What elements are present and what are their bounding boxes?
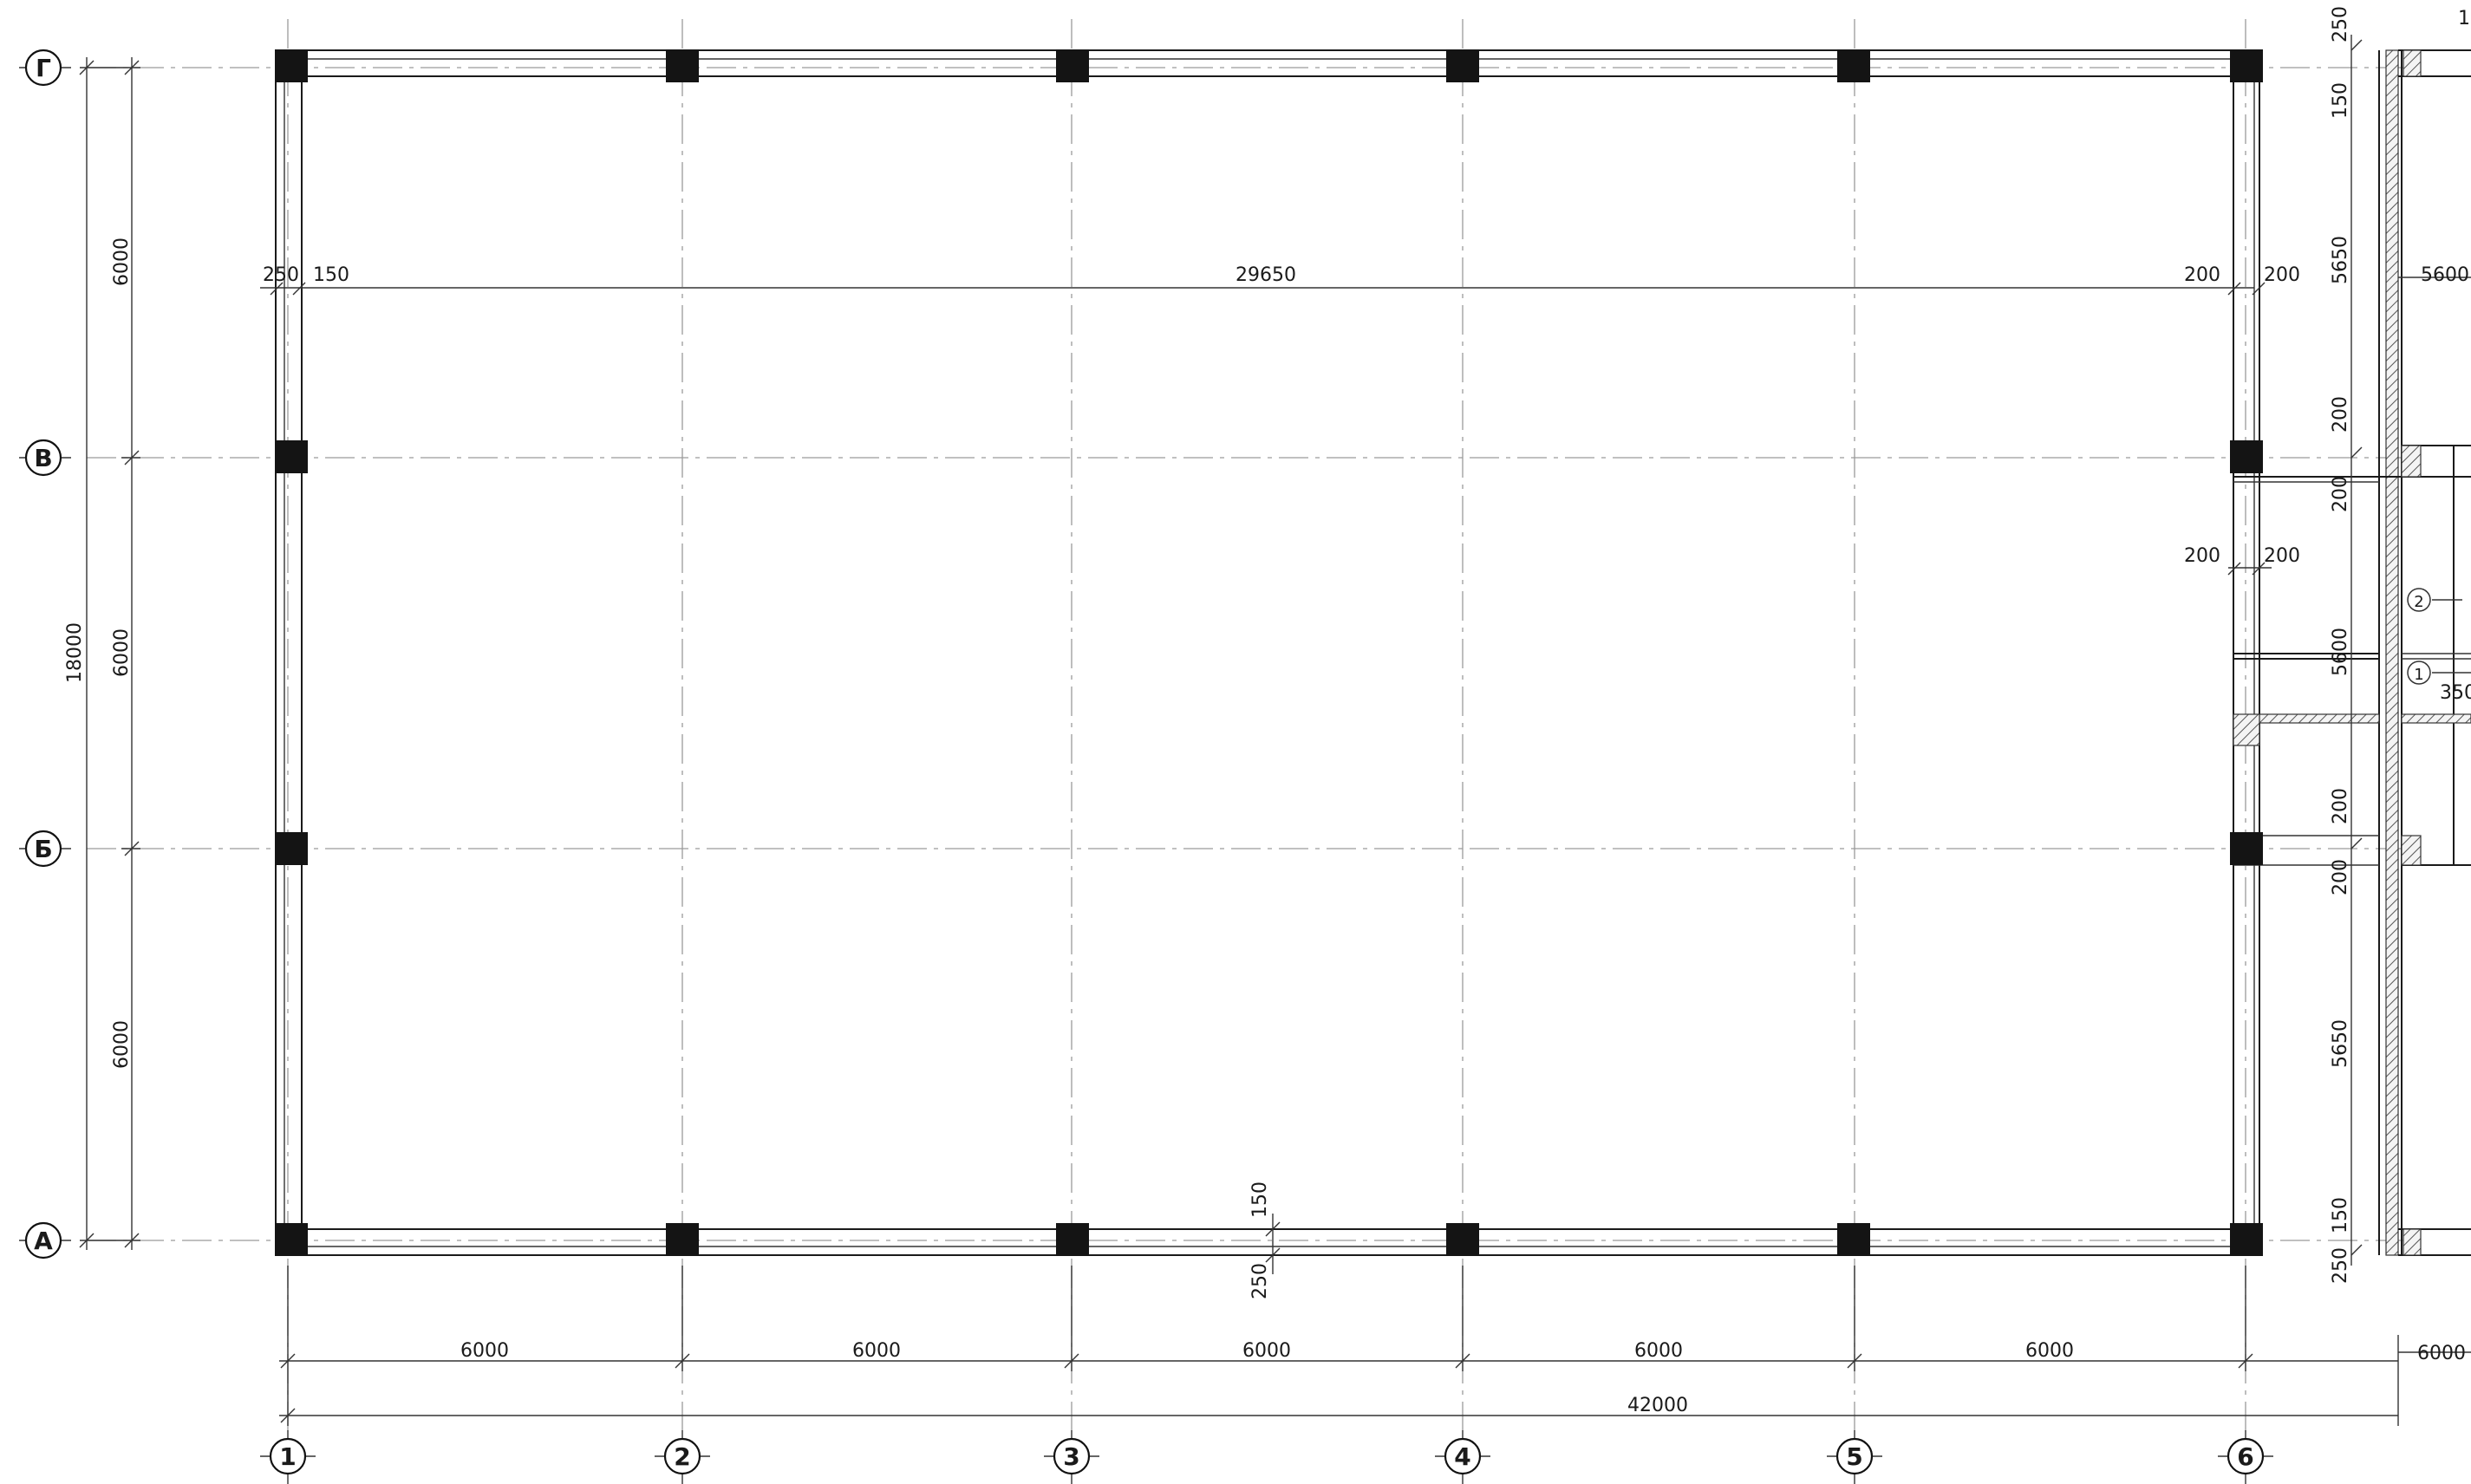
- bottom-span-1: 6000: [460, 1340, 509, 1362]
- axis-label-row-g: Г: [36, 54, 51, 82]
- columns: [275, 49, 2263, 1256]
- axis-label-row-b: Б: [34, 835, 52, 863]
- axis-label-col-1: 1: [279, 1442, 296, 1471]
- axis-label-col-3: 3: [1063, 1442, 1079, 1471]
- bottom-span-2: 6000: [852, 1340, 901, 1362]
- right-bottom-a: 150: [2330, 1197, 2351, 1233]
- inner-top-left-a: 250: [263, 264, 299, 286]
- right-bottom-b: 250: [2330, 1247, 2351, 1284]
- bottom-span-4: 6000: [1634, 1340, 1683, 1362]
- marker-1-label: 1: [2414, 666, 2423, 684]
- right-span-upper: 5650: [2330, 236, 2351, 284]
- axis-label-row-v: В: [34, 444, 52, 472]
- bottom-total: 42000: [1627, 1395, 1688, 1416]
- right-c-upper: 200: [2330, 788, 2351, 824]
- axis-gridlines: [87, 19, 2419, 1439]
- left-span-3: 6000: [111, 1020, 133, 1069]
- bottom-dimension-chain: [279, 1266, 2399, 1426]
- right-top-b: 150: [2330, 82, 2351, 119]
- inner-top-middle: 29650: [1236, 264, 1296, 286]
- right-b-lower: 200: [2330, 476, 2351, 512]
- right-span-middle: 5600: [2330, 628, 2351, 676]
- left-span-2: 6000: [111, 628, 133, 677]
- right-dimension-chain: [2350, 39, 2363, 1256]
- right-annex: [2233, 35, 2471, 1353]
- inner-top-right-a: 200: [2184, 264, 2220, 286]
- left-total: 18000: [64, 622, 86, 683]
- marker-1: [2407, 661, 2431, 685]
- inner-mid-right: 200: [2264, 545, 2300, 567]
- marker-1-value: 350: [2440, 682, 2471, 704]
- inner-top-far-right: 5600: [2421, 264, 2469, 286]
- right-c-lower: 200: [2330, 859, 2351, 895]
- wall-dim-lower: 250: [1249, 1263, 1271, 1299]
- right-top-a: 250: [2330, 6, 2351, 42]
- inner-top-ticks: [270, 282, 2266, 296]
- bottom-span-right: 6000: [2417, 1343, 2466, 1364]
- right-b-upper: 200: [2330, 396, 2351, 433]
- marker-2-label: 2: [2414, 593, 2423, 611]
- axis-label-col-4: 4: [1454, 1442, 1470, 1471]
- bottom-span-5: 6000: [2025, 1340, 2074, 1362]
- bottom-span-3: 6000: [1242, 1340, 1291, 1362]
- right-span-lower: 5650: [2330, 1019, 2351, 1068]
- left-dimension-chain: [79, 57, 140, 1250]
- row-axis-bubbles: [19, 49, 71, 1259]
- edge-fragment: 1: [2458, 8, 2470, 29]
- wall-dim-upper: 150: [1249, 1181, 1271, 1218]
- marker-2: [2407, 588, 2431, 612]
- axis-label-col-2: 2: [674, 1442, 690, 1471]
- inner-mid-left: 200: [2184, 545, 2220, 567]
- axis-label-col-6: 6: [2237, 1442, 2253, 1471]
- axis-label-row-a: А: [34, 1227, 53, 1255]
- axis-label-col-5: 5: [1846, 1442, 1862, 1471]
- column-axis-bubbles: [260, 1430, 2273, 1484]
- inner-top-left-b: 150: [313, 264, 349, 286]
- left-span-1: 6000: [111, 238, 133, 286]
- walls: [260, 49, 2263, 1256]
- inner-top-right-b: 200: [2264, 264, 2300, 286]
